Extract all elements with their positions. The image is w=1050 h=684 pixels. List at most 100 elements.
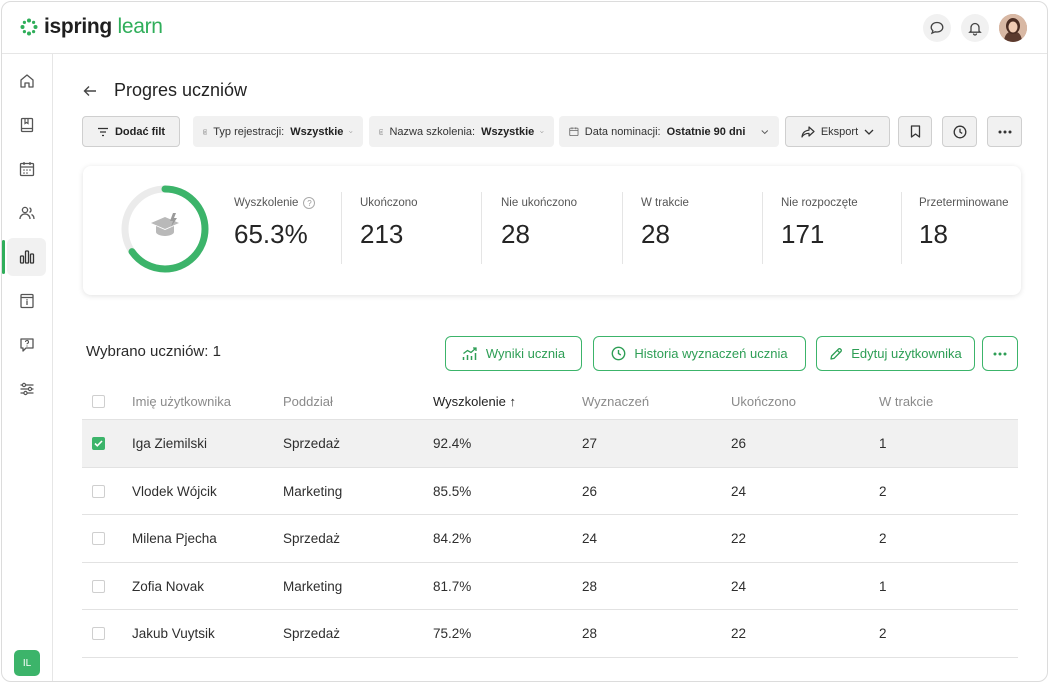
cell-name: Iga Ziemilski (132, 436, 208, 451)
sidebar-item-calendar[interactable] (7, 150, 46, 188)
top-bar: ispring learn (2, 2, 1047, 54)
calendar-icon (19, 162, 34, 177)
learner-results-button[interactable]: Wyniki ucznia (445, 336, 582, 371)
calendar-icon (569, 127, 579, 137)
table-row[interactable]: Vlodek Wójcik Marketing 85.5% 26 24 2 (82, 468, 1018, 515)
stats-card: Wyszkolenie? 65.3% Ukończono 213 Nie uko… (83, 166, 1021, 295)
sidebar-item-courses[interactable] (7, 106, 46, 144)
history-button[interactable] (942, 116, 977, 147)
registration-type-filter[interactable]: Typ rejestracji: Wszystkie (193, 116, 363, 147)
row-checkbox[interactable] (92, 627, 105, 640)
add-filter-button[interactable]: Dodać filt (82, 116, 180, 147)
stat-overdue: Przeterminowane 18 (919, 197, 1009, 249)
book-icon (20, 117, 33, 133)
column-header-division[interactable]: Poddział (283, 394, 333, 409)
assignment-history-button[interactable]: Historia wyznaczeń ucznia (593, 336, 806, 371)
table-row[interactable]: Zofia Novak Marketing 81.7% 28 24 1 (82, 563, 1018, 610)
cell-assigned: 26 (582, 483, 598, 499)
export-button[interactable]: Eksport (785, 116, 890, 147)
cell-in-progress: 2 (879, 483, 887, 499)
graduation-cap-icon (151, 213, 179, 236)
sidebar-item-home[interactable] (7, 62, 46, 100)
cell-assigned: 28 (582, 626, 598, 641)
column-header-training[interactable]: Wyszkolenie ↑ (433, 394, 516, 409)
chevron-down-icon (761, 129, 769, 134)
help-icon[interactable]: ? (303, 197, 316, 209)
progress-ring (121, 185, 209, 273)
sidebar-item-info[interactable] (7, 282, 46, 320)
cell-assigned: 24 (582, 531, 598, 546)
more-horizontal-icon (998, 130, 1011, 133)
cell-completed: 24 (731, 483, 747, 499)
reports-icon (19, 250, 34, 264)
chevron-down-icon (349, 130, 353, 133)
more-options-button[interactable] (987, 116, 1022, 147)
cell-division: Marketing (283, 578, 343, 594)
home-icon (19, 74, 34, 88)
cell-in-progress: 2 (879, 531, 887, 546)
column-header-in-progress[interactable]: W trakcie (879, 394, 934, 409)
cell-training: 92.4% (433, 436, 472, 451)
nomination-date-filter[interactable]: Data nominacji: Ostatnie 90 dni (559, 116, 779, 147)
more-horizontal-icon (993, 352, 1007, 355)
sidebar-item-help[interactable] (7, 326, 46, 364)
help-icon (19, 338, 34, 352)
back-arrow-icon[interactable] (82, 83, 98, 99)
cell-name: Milena Pjecha (132, 531, 217, 546)
info-icon (19, 293, 34, 309)
bookmark-icon (910, 125, 920, 138)
current-user-badge[interactable]: IL (14, 650, 40, 676)
cell-division: Marketing (283, 483, 343, 499)
document-icon (379, 129, 384, 134)
sidebar-item-settings[interactable] (7, 370, 46, 408)
chat-icon (930, 21, 944, 35)
row-checkbox[interactable] (92, 484, 105, 498)
chevron-down-icon (540, 130, 544, 133)
chat-button[interactable] (923, 14, 951, 42)
selected-count-label: Wybrano uczniów: 1 (86, 343, 221, 360)
stat-in-progress: W trakcie 28 (641, 197, 689, 249)
cell-name: Jakub Vuytsik (132, 626, 215, 641)
stat-training: Wyszkolenie? 65.3% (234, 197, 316, 250)
cell-in-progress: 1 (879, 578, 887, 594)
notifications-button[interactable] (961, 14, 989, 42)
logo-text: ispring learn (44, 15, 163, 38)
cell-assigned: 27 (582, 436, 598, 451)
column-header-assigned[interactable]: Wyznaczeń (582, 394, 650, 409)
course-name-filter[interactable]: Nazwa szkolenia: Wszystkie (369, 116, 554, 147)
check-icon (94, 440, 103, 447)
avatar-photo-icon (999, 14, 1027, 42)
column-header-name[interactable]: Imię użytkownika (132, 394, 231, 409)
pencil-icon (830, 347, 843, 360)
column-header-completed[interactable]: Ukończono (731, 394, 797, 409)
sort-up-icon: ↑ (509, 394, 516, 409)
stat-not-started: Nie rozpoczęte 171 (781, 197, 858, 249)
logo[interactable]: ispring learn (20, 15, 163, 39)
cell-assigned: 28 (582, 578, 598, 594)
cell-in-progress: 2 (879, 626, 887, 641)
row-checkbox[interactable] (92, 532, 105, 545)
row-checkbox[interactable] (92, 579, 105, 593)
share-arrow-icon (801, 125, 815, 138)
select-all-checkbox[interactable] (92, 395, 105, 408)
ispring-logo-icon (20, 18, 38, 36)
stat-not-completed: Nie ukończono 28 (501, 197, 578, 249)
sidebar-item-reports[interactable] (2, 238, 46, 276)
settings-icon (20, 382, 33, 396)
bookmark-button[interactable] (898, 116, 932, 147)
table-row[interactable]: Jakub Vuytsik Sprzedaż 75.2% 28 22 2 (82, 610, 1018, 658)
clock-icon (953, 125, 966, 138)
user-avatar[interactable] (999, 14, 1027, 42)
table-row[interactable]: Iga Ziemilski Sprzedaż 92.4% 27 26 1 (82, 420, 1018, 468)
cell-name: Zofia Novak (132, 578, 205, 594)
selection-more-button[interactable] (982, 336, 1018, 371)
cell-division: Sprzedaż (283, 436, 341, 451)
sidebar: IL (2, 54, 53, 681)
edit-user-button[interactable]: Edytuj użytkownika (816, 336, 975, 371)
row-checkbox[interactable] (92, 437, 105, 450)
page-title: Progres uczniów (114, 80, 248, 100)
sidebar-item-users[interactable] (7, 194, 46, 232)
cell-completed: 22 (731, 531, 747, 546)
cell-division: Sprzedaż (283, 626, 341, 641)
table-row[interactable]: Milena Pjecha Sprzedaż 84.2% 24 22 2 (82, 515, 1018, 563)
